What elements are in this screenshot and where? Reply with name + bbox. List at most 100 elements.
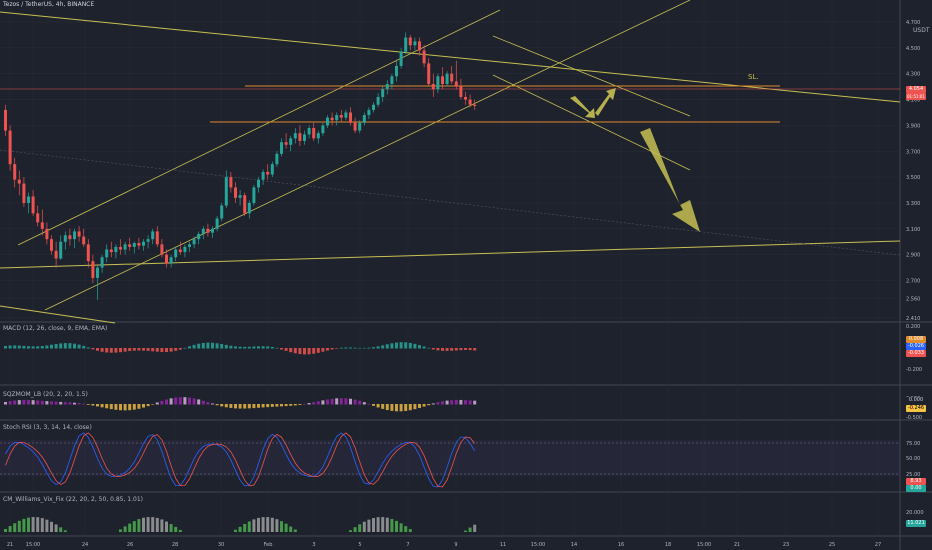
sqzmom-bar xyxy=(151,404,155,405)
sqzmom-bar xyxy=(82,403,86,405)
time-tick-label: 21 xyxy=(7,542,13,548)
candle-body xyxy=(408,37,412,46)
sqzmom-bar xyxy=(316,401,320,405)
sqzmom-bar xyxy=(91,404,95,406)
sqzmom-bar xyxy=(192,398,196,405)
macd-bar xyxy=(298,348,302,355)
candle-body xyxy=(450,73,454,82)
price-axis[interactable]: 4.700 4.500 4.300 4.100 3.900 3.700 3.500 3.300… xyxy=(906,20,924,516)
candle-body xyxy=(132,243,136,247)
time-tick-label: 24 xyxy=(82,542,88,548)
macd-bar xyxy=(197,343,201,349)
sqzmom-bar xyxy=(155,402,159,405)
macd-bar xyxy=(220,344,224,349)
williams-vix-bar xyxy=(142,517,145,532)
macd-bar xyxy=(390,343,394,349)
macd-bar xyxy=(68,343,72,349)
williams-vix-bar xyxy=(464,530,467,532)
sqzmom-bar xyxy=(17,400,21,405)
williams-vix-bar xyxy=(376,517,380,532)
candle-body xyxy=(464,96,467,100)
sqzmom-bar xyxy=(464,400,467,405)
sqzmom-bar xyxy=(169,398,173,405)
sqzmom-bar xyxy=(404,404,408,411)
candle-body xyxy=(243,195,247,214)
price-tick-label: 4.700 xyxy=(906,20,920,26)
macd-bar xyxy=(473,348,477,351)
sqzmom-bar xyxy=(45,401,49,405)
stochrsi-label: Stoch RSI (3, 3, 14, 14, close) xyxy=(3,424,92,431)
time-tick-label: 21 xyxy=(734,542,740,548)
sqzmom-bar xyxy=(436,402,440,405)
sqzmom-bar xyxy=(293,404,297,406)
williams-vix-bar xyxy=(270,517,274,532)
williams-vix-bar xyxy=(390,518,394,532)
macd-bar xyxy=(367,347,371,349)
sqzmom-value-1: 0.000 xyxy=(906,397,926,404)
sqzmom-bar xyxy=(128,404,132,411)
sqzmom-bar xyxy=(201,400,205,405)
time-tick-label: 15:00 xyxy=(697,542,711,548)
williams-vix-bar xyxy=(367,519,371,532)
candle-body xyxy=(54,250,58,259)
candle-body xyxy=(422,50,426,64)
sqzmom-bar xyxy=(298,404,302,405)
williams-vix-bar xyxy=(399,523,403,532)
williams-vix-bar xyxy=(165,521,168,532)
williams-vix-bar xyxy=(27,517,30,532)
sqzmom-bar xyxy=(206,402,210,405)
candle-body xyxy=(197,233,201,240)
sqzmom-bar xyxy=(344,398,348,405)
candle-body xyxy=(270,164,274,175)
macd-bar xyxy=(4,346,7,349)
macd-bar xyxy=(132,348,136,351)
williams-vix-bar xyxy=(128,523,132,532)
stochrsi-value-2: 0.00 xyxy=(906,485,926,492)
sqzmom-bar xyxy=(303,403,306,405)
candle-body xyxy=(27,196,30,203)
sqzmom-bar xyxy=(27,399,30,405)
williams-vix-bar xyxy=(289,526,293,532)
macd-bar xyxy=(284,348,288,351)
time-tick-label: 5 xyxy=(358,542,361,548)
macd-bar xyxy=(335,348,339,349)
macd-bar xyxy=(119,348,122,353)
sqzmom-bar xyxy=(123,404,127,411)
macd-bar xyxy=(349,347,352,349)
williams-vix-bar xyxy=(132,521,136,532)
candle-body xyxy=(431,84,435,90)
currency-label: USDT xyxy=(913,27,930,34)
candle-body xyxy=(109,249,113,253)
sqzmom-bar xyxy=(312,402,316,405)
sqzmom-bar xyxy=(473,400,477,405)
sqzmom-bar xyxy=(54,401,58,405)
williams-vix-bar xyxy=(137,519,141,532)
candle-body xyxy=(119,246,122,250)
candle-body xyxy=(59,241,63,259)
candle-body xyxy=(211,228,214,233)
dashed-line xyxy=(0,149,901,256)
macd-bar xyxy=(17,345,21,349)
macd-bar xyxy=(454,348,458,351)
sqzmom-bar xyxy=(362,402,366,405)
williams-vix-bar xyxy=(358,524,362,532)
time-tick-label: 18 xyxy=(665,542,671,548)
williams-vix-bar xyxy=(362,521,366,532)
macd-bar xyxy=(459,348,463,351)
time-tick-label: 28 xyxy=(172,542,178,548)
williams-vix-bar xyxy=(36,517,40,532)
macd-bar xyxy=(376,346,380,349)
williams-vix-bar xyxy=(174,526,178,532)
time-axis[interactable]: 21 15:00 24 26 28 30 Feb 3 5 7 9 11 15:00 14 16 18 15:00… xyxy=(7,542,881,548)
macd-bar xyxy=(257,346,260,349)
williams-vix-bar xyxy=(22,518,26,532)
indicator-tick-label: -0.200 xyxy=(906,367,922,373)
candle-body xyxy=(468,99,472,105)
sqzmom-bar xyxy=(36,400,40,405)
price-tick-label: 2.410 xyxy=(906,316,920,322)
sqzmom-bar xyxy=(100,404,104,408)
macd-bar xyxy=(243,346,247,349)
sqzmom-bar xyxy=(142,404,145,408)
price-tick-label: 3.500 xyxy=(906,175,920,181)
